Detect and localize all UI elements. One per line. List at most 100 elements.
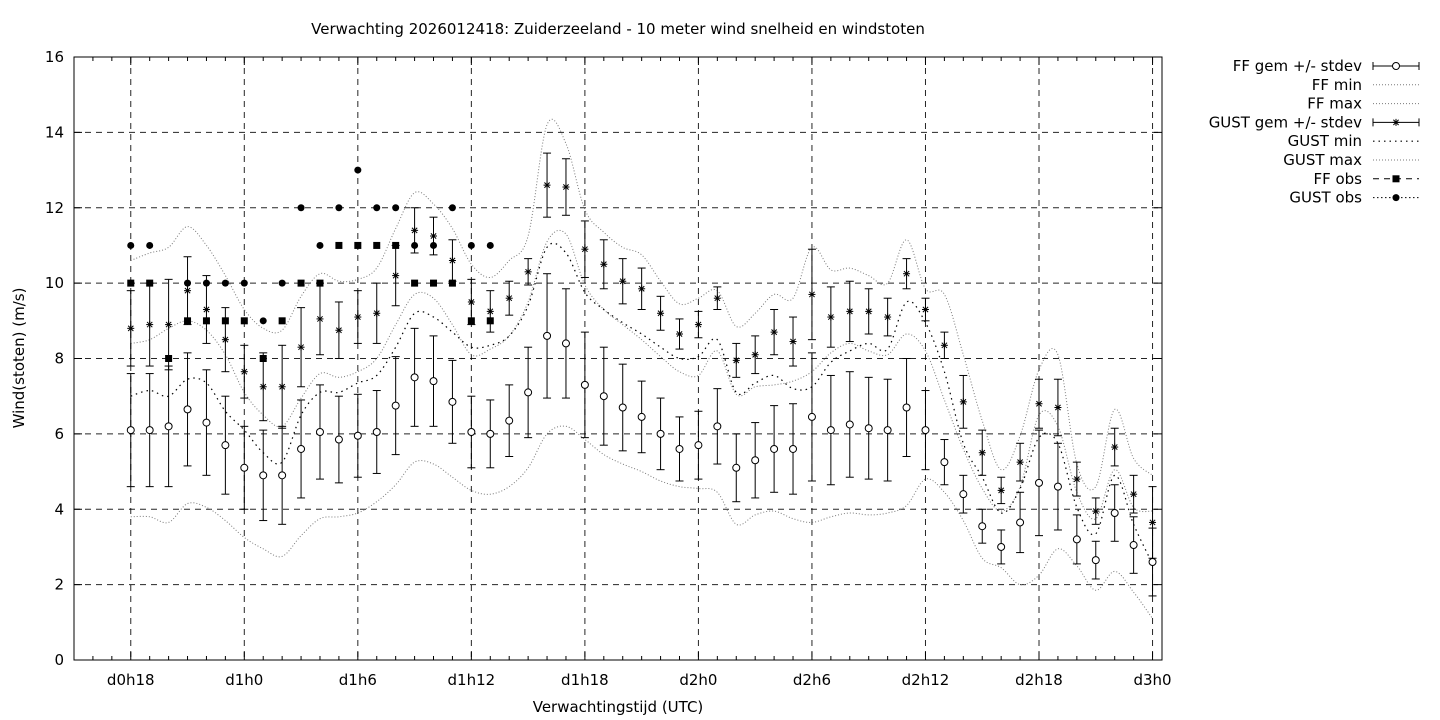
gust-mean-errorbar xyxy=(391,244,400,307)
ff-obs-point xyxy=(259,355,267,362)
ff-mean-point xyxy=(1016,518,1025,527)
gust-mean-errorbar xyxy=(202,275,211,344)
ff-mean-point xyxy=(429,377,438,386)
gust-mean-point xyxy=(921,306,929,314)
gust-obs-point xyxy=(467,241,475,249)
legend-label-ff-max: FF max xyxy=(1307,95,1362,113)
gust-obs-point xyxy=(373,204,381,212)
gust-mean-errorbar xyxy=(1110,427,1119,467)
gust-obs-point xyxy=(202,279,210,287)
ff-obs-point xyxy=(202,317,210,325)
gust-mean-point xyxy=(638,285,646,293)
legend-label-gust-max: GUST max xyxy=(1283,151,1362,169)
x-tick-label: d0h18 xyxy=(107,671,155,689)
gust-mean-errorbar xyxy=(315,282,324,356)
ff-obs-point xyxy=(467,317,475,325)
gust-mean-errorbar xyxy=(997,476,1006,505)
ff-mean-point xyxy=(543,331,552,340)
ff-mean-errorbar xyxy=(505,384,514,457)
ff-mean-errorbar xyxy=(315,384,324,480)
gust-mean-point xyxy=(562,183,570,191)
y-tick-label: 2 xyxy=(54,576,64,594)
x-tick-label: d1h18 xyxy=(561,671,609,689)
ff-mean-errorbar xyxy=(145,373,154,488)
gust-obs-point xyxy=(297,204,305,212)
ff-mean-point xyxy=(505,416,514,425)
ff-obs-point xyxy=(373,241,381,249)
y-tick-label: 12 xyxy=(45,199,64,217)
gust-mean-errorbar xyxy=(429,216,438,256)
legend-label-gust-mean: GUST gem +/- stdev xyxy=(1209,113,1362,131)
gust-mean-point xyxy=(959,398,967,406)
gust-mean-errorbar xyxy=(1016,442,1025,482)
ff-mean-errorbar xyxy=(183,352,192,467)
y-tick-label: 6 xyxy=(54,425,64,443)
ff-mean-point xyxy=(297,444,306,453)
gust-obs-point xyxy=(316,241,324,249)
gust-mean-errorbar xyxy=(259,352,268,422)
ff-mean-point xyxy=(807,412,816,421)
gust-mean-point xyxy=(1130,490,1138,498)
gust-mean-errorbar xyxy=(694,310,703,339)
gust-mean-errorbar xyxy=(505,280,514,316)
gust-mean-point xyxy=(827,313,835,321)
legend-label-ff-min: FF min xyxy=(1312,76,1362,94)
gust-mean-point xyxy=(335,326,343,334)
ff-mean-errorbar xyxy=(902,358,911,457)
gust-mean-errorbar xyxy=(221,307,230,373)
gust-obs-point xyxy=(259,317,267,325)
gust-obs-point xyxy=(354,166,362,174)
gust-mean-errorbar xyxy=(618,258,627,305)
gust-mean-point xyxy=(1035,400,1043,408)
gust-mean-point xyxy=(600,260,608,268)
ff-mean-point xyxy=(978,522,987,531)
gust-mean-point xyxy=(713,294,721,302)
gust-mean-point xyxy=(448,257,456,265)
ff-mean-errorbar xyxy=(486,399,495,469)
ff-mean-point xyxy=(694,441,703,450)
ff-mean-point xyxy=(864,424,873,433)
gust-mean-point xyxy=(1149,518,1157,526)
gust-mean-point xyxy=(940,341,948,349)
ff-mean-errorbar xyxy=(1053,442,1062,531)
gust-mean-point xyxy=(751,351,759,359)
gust-obs-point xyxy=(486,241,494,249)
gust-mean-point xyxy=(221,336,229,344)
ff-mean-errorbar xyxy=(334,395,343,484)
gust-mean-point xyxy=(846,307,854,315)
gust-mean-errorbar xyxy=(1035,378,1044,429)
ff-mean-errorbar xyxy=(1110,484,1119,542)
gust-mean-point xyxy=(354,313,362,321)
ff-mean-errorbar xyxy=(580,331,589,439)
gust-mean-errorbar xyxy=(580,220,589,278)
ff-mean-point xyxy=(372,427,381,436)
gust-obs-point xyxy=(392,204,400,212)
gust-mean-errorbar xyxy=(732,342,741,378)
ff-mean-errorbar xyxy=(656,397,665,471)
ff-mean-point xyxy=(410,373,419,382)
legend-entry-gust-obs: GUST obs xyxy=(1289,189,1419,207)
gust-mean-point xyxy=(524,268,532,276)
ff-mean-errorbar xyxy=(467,395,476,469)
ff-mean-point xyxy=(1110,509,1119,518)
y-tick-label: 8 xyxy=(54,350,64,368)
legend-label-ff-obs: FF obs xyxy=(1313,170,1362,188)
ff-mean-point xyxy=(883,426,892,435)
ff-mean-errorbar xyxy=(921,390,930,471)
gust-mean-point xyxy=(127,324,135,332)
x-axis-label: Verwachtingstijd (UTC) xyxy=(533,698,704,716)
gust-obs-point xyxy=(430,241,438,249)
ff-mean-errorbar xyxy=(618,363,627,452)
gust-mean-point xyxy=(581,245,589,253)
gust-mean-errorbar xyxy=(845,280,854,343)
x-tick-label: d3h0 xyxy=(1133,671,1171,689)
ff-mean-errorbar xyxy=(1016,491,1025,554)
ff-mean-errorbar xyxy=(599,346,608,446)
ff-mean-point xyxy=(656,429,665,438)
gust-mean-point xyxy=(694,321,702,329)
gust-mean-point xyxy=(240,368,248,376)
gust-mean-point xyxy=(657,309,665,317)
ff-mean-point xyxy=(391,401,400,410)
gust-mean-errorbar xyxy=(637,267,646,311)
